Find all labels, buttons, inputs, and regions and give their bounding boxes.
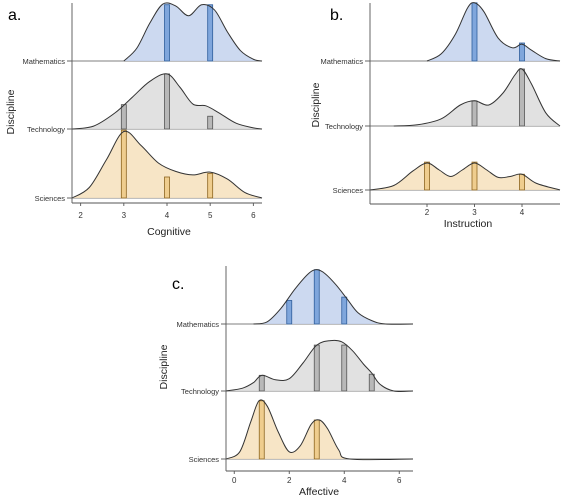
histogram-bar-technology-3	[120, 104, 127, 130]
category-label-technology: Technology	[27, 125, 65, 134]
x-tick-label-2: 2	[78, 211, 83, 220]
x-tick-label-0: 0	[232, 476, 237, 485]
histogram-bar-technology-5	[368, 373, 375, 392]
category-label-sciences: Sciences	[333, 186, 364, 195]
density-fill-mathematics	[253, 269, 413, 325]
category-label-sciences: Sciences	[35, 194, 66, 203]
histogram-bar-sciences-5	[207, 173, 214, 199]
ridge-technology	[71, 73, 263, 130]
x-tick-label-3: 3	[122, 211, 127, 220]
density-line-sciences	[71, 130, 263, 199]
category-label-mathematics: Mathematics	[22, 57, 65, 66]
histogram-bar-mathematics-2	[286, 300, 293, 325]
density-fill-technology	[393, 68, 560, 126]
panel-c-label: c.	[172, 276, 184, 293]
density-line-mathematics	[426, 2, 561, 62]
density-line-technology	[225, 339, 414, 392]
ridge-sciences	[369, 161, 561, 191]
panel-b: b. Mathematics Technology Sciences 2 3 4 Instru…	[310, 2, 561, 230]
density-fill-mathematics	[123, 2, 262, 61]
density-fill-sciences	[370, 162, 560, 190]
histogram-bar-technology-1	[258, 374, 265, 392]
histogram-bar-sciences-2	[424, 161, 430, 191]
histogram-bar-technology-5	[207, 115, 214, 130]
histogram-bar-mathematics-4	[519, 42, 525, 62]
x-axis-title: Cognitive	[147, 226, 191, 238]
ridge-sciences	[71, 129, 263, 199]
ridge-technology	[370, 68, 561, 127]
category-label-technology: Technology	[181, 387, 219, 396]
y-axis-title: Discipline	[5, 89, 17, 134]
histogram-bar-technology-4	[519, 68, 525, 127]
panel-b-label: b.	[330, 7, 343, 24]
x-tick-label-2: 2	[287, 476, 292, 485]
y-axis-title: Discipline	[158, 344, 170, 389]
ridge-mathematics	[370, 2, 561, 62]
x-tick-label-4: 4	[342, 476, 347, 485]
histogram-bar-mathematics-4	[164, 4, 170, 62]
histogram-bar-mathematics-3	[313, 269, 320, 325]
category-label-technology: Technology	[325, 122, 363, 131]
histogram-bar-sciences-4	[164, 176, 170, 199]
ridge-sciences	[225, 399, 414, 461]
ridge-mathematics	[72, 2, 263, 62]
histogram-bar-mathematics-4	[341, 296, 348, 325]
density-line-technology	[71, 73, 263, 130]
panel-c: c. Mathematics Technology Sciences 0 2 4 6 Affec…	[158, 266, 414, 498]
x-tick-label-4: 4	[520, 208, 525, 217]
density-line-technology	[393, 68, 561, 127]
histogram-bar-mathematics-5	[207, 4, 214, 62]
ridge-technology	[225, 339, 414, 392]
x-tick-label-2: 2	[425, 208, 430, 217]
histogram-bar-technology-4	[164, 73, 170, 130]
x-tick-label-6: 6	[251, 211, 256, 220]
density-fill-mathematics	[427, 2, 560, 62]
density-line-sciences	[225, 399, 414, 461]
density-line-sciences	[369, 162, 561, 191]
histogram-bar-sciences-4	[519, 173, 525, 191]
category-label-mathematics: Mathematics	[320, 57, 363, 66]
histogram-bar-mathematics-3	[471, 2, 478, 62]
x-axis-title: Instruction	[444, 218, 493, 230]
panel-a: a. Mathematics Technology Sciences 2 3 4 5 6 Cogn…	[5, 2, 263, 238]
x-tick-label-3: 3	[472, 208, 477, 217]
histogram-bar-sciences-3	[120, 129, 127, 199]
x-tick-label-5: 5	[208, 211, 213, 220]
density-line-mathematics	[253, 269, 414, 325]
density-line-mathematics	[123, 2, 263, 62]
x-tick-label-6: 6	[397, 476, 402, 485]
y-axis-title: Discipline	[310, 82, 322, 127]
histogram-bar-sciences-3	[471, 161, 478, 191]
panel-a-label: a.	[8, 7, 21, 24]
histogram-bar-technology-4	[341, 344, 348, 392]
histogram-bar-technology-3	[471, 100, 478, 127]
histogram-bar-sciences-1	[258, 400, 265, 460]
x-tick-label-4: 4	[165, 211, 170, 220]
histogram-bar-technology-3	[313, 344, 320, 392]
histogram-bar-sciences-3	[313, 419, 320, 460]
density-fill-sciences	[72, 131, 262, 198]
x-axis-title: Affective	[299, 486, 339, 498]
category-label-sciences: Sciences	[189, 455, 220, 464]
ridge-mathematics	[226, 269, 414, 325]
category-label-mathematics: Mathematics	[176, 320, 219, 329]
